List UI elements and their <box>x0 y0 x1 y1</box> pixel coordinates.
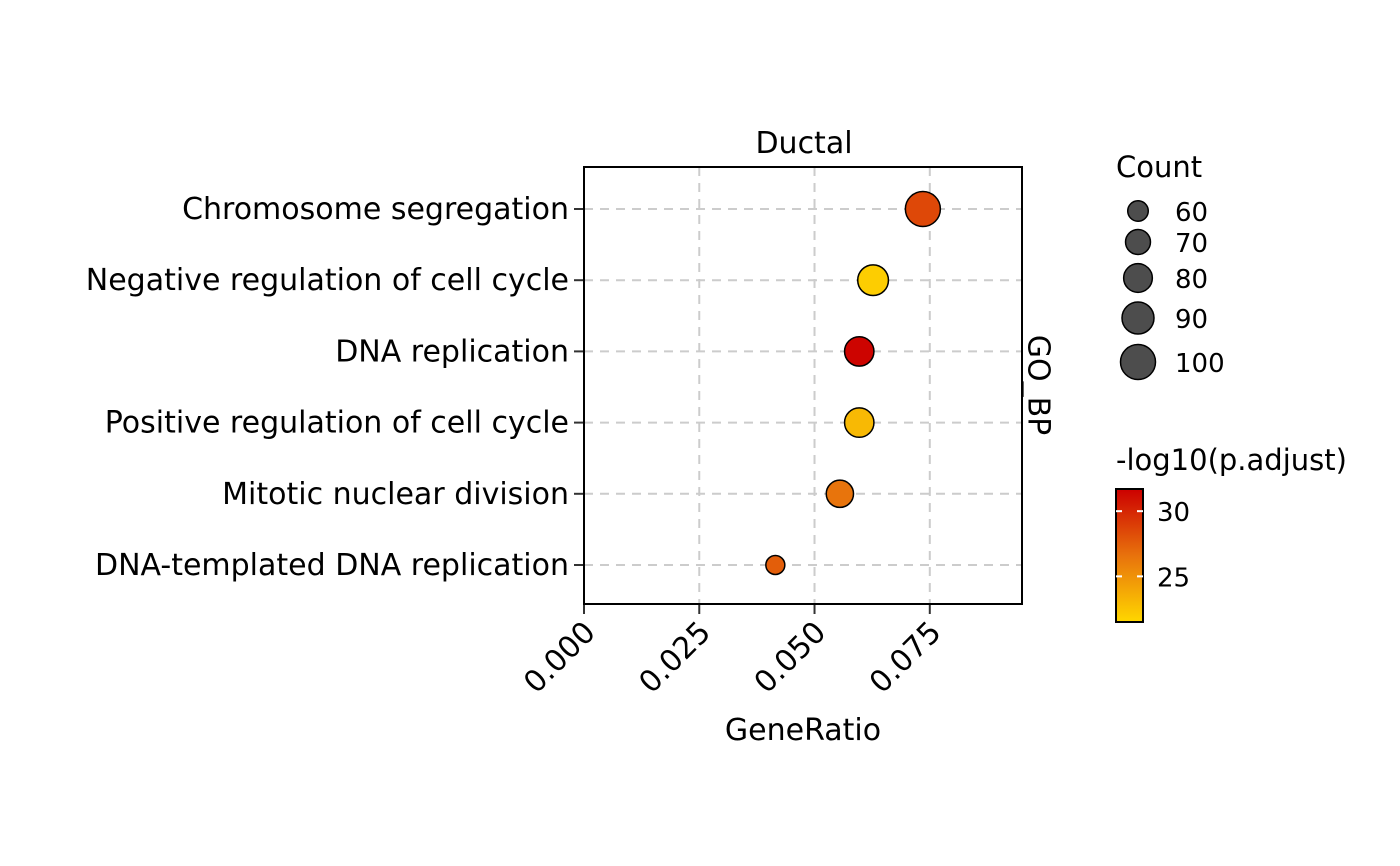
color-legend: -log10(p.adjust) 25 30 <box>1115 443 1347 623</box>
grid-lines <box>584 167 1022 604</box>
data-point <box>765 554 786 576</box>
size-legend-title: Count <box>1116 150 1202 184</box>
y-tick-label: DNA-templated DNA replication <box>95 548 569 583</box>
size-legend-key <box>1119 343 1157 381</box>
y-tick-label: Positive regulation of cell cycle <box>105 406 569 441</box>
size-legend-key <box>1126 199 1150 223</box>
colorbar <box>1115 488 1144 623</box>
data-point <box>904 190 942 228</box>
size-legend-label: 90 <box>1175 305 1208 335</box>
y-axis: Chromosome segregation Negative regulatio… <box>86 192 584 583</box>
panel-label: Ductal <box>755 126 852 161</box>
size-legend-label: 70 <box>1175 229 1208 259</box>
y-tick-label: DNA replication <box>335 334 569 369</box>
size-legend-key <box>1121 301 1155 335</box>
facet-label: GO_BP <box>1021 335 1056 436</box>
x-axis-title: GeneRatio <box>725 713 881 748</box>
y-tick-label: Mitotic nuclear division <box>222 477 569 512</box>
panel-border <box>583 166 1023 605</box>
x-tick-label: 0.050 <box>748 615 833 700</box>
data-point <box>825 479 855 509</box>
x-tick-label: 0.025 <box>632 615 717 700</box>
size-legend-label: 60 <box>1175 198 1208 228</box>
colorbar-label: 30 <box>1157 498 1190 528</box>
y-tick-label: Negative regulation of cell cycle <box>86 263 569 298</box>
colorbar-label: 25 <box>1157 563 1190 593</box>
data-points <box>765 190 942 576</box>
y-tick-label: Chromosome segregation <box>182 192 569 227</box>
color-legend-title: -log10(p.adjust) <box>1116 443 1347 477</box>
x-tick-label: 0.075 <box>863 615 948 700</box>
x-tick-label: 0.000 <box>517 615 602 700</box>
size-legend-key <box>1124 228 1152 256</box>
data-point <box>843 335 875 367</box>
data-point <box>843 407 875 439</box>
size-legend-label: 80 <box>1175 265 1208 295</box>
size-legend-key <box>1122 262 1154 294</box>
data-point <box>856 264 890 297</box>
size-legend-label: 100 <box>1175 349 1225 379</box>
x-axis: 0.000 0.025 0.050 0.075 <box>517 604 948 700</box>
